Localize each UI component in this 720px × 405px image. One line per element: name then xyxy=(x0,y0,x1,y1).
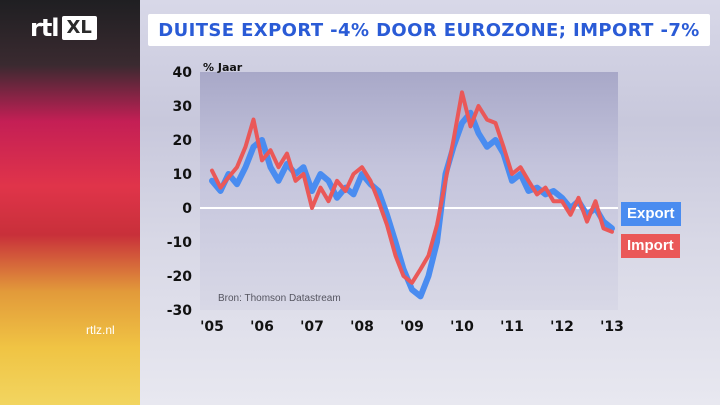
legend-import: Import xyxy=(621,234,680,258)
x-tick-label: '11 xyxy=(500,319,524,335)
x-tick-label: '07 xyxy=(300,319,324,335)
y-tick-label: 20 xyxy=(173,133,193,149)
y-tick-label: 10 xyxy=(173,167,193,183)
x-tick-label: '12 xyxy=(550,319,574,335)
series-line-export xyxy=(209,109,615,300)
title-bar: DUITSE EXPORT -4% DOOR EUROZONE; IMPORT … xyxy=(148,14,710,46)
source-note: Bron: Thomson Datastream xyxy=(218,293,341,304)
chart-title: DUITSE EXPORT -4% DOOR EUROZONE; IMPORT … xyxy=(158,19,700,41)
series-line-import xyxy=(210,90,614,285)
x-tick-label: '13 xyxy=(600,319,624,335)
logo-xl-badge: XL xyxy=(61,16,97,40)
site-url-label: rtlz.nl xyxy=(86,323,115,337)
y-tick-label: -30 xyxy=(167,303,193,319)
y-tick-label: -10 xyxy=(167,235,193,251)
legend-export: Export xyxy=(621,202,681,226)
x-tick-label: '05 xyxy=(200,319,224,335)
rtl-xl-logo: rtl XL xyxy=(30,14,97,42)
y-axis-unit-label: % Jaar xyxy=(203,61,243,74)
x-tick-label: '10 xyxy=(450,319,474,335)
x-tick-label: '06 xyxy=(250,319,274,335)
background-flag-panel xyxy=(0,0,140,405)
x-tick-label: '09 xyxy=(400,319,424,335)
y-tick-label: -20 xyxy=(167,269,193,285)
y-tick-label: 40 xyxy=(173,65,193,81)
y-tick-label: 30 xyxy=(173,99,193,115)
y-tick-label: 0 xyxy=(182,201,192,217)
x-tick-label: '08 xyxy=(350,319,374,335)
logo-rtl-text: rtl xyxy=(30,14,60,42)
